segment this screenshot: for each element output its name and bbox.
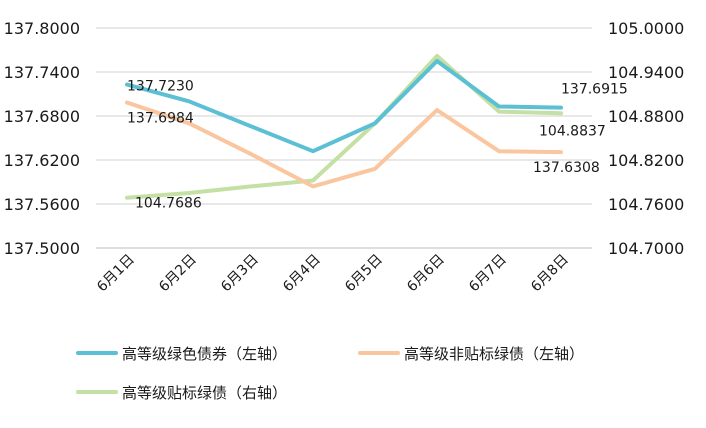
series-line — [125, 53, 563, 200]
x-tick-label: 6月4日 — [280, 252, 324, 296]
right-tick-label: 104.8200 — [608, 151, 684, 170]
left-y-axis: 137.8000 137.7400 137.6800 137.6200 137.5600… — [4, 19, 80, 258]
data-label: 137.6308 — [533, 160, 600, 176]
series-line — [125, 100, 563, 189]
x-tick-label: 6月6日 — [404, 252, 448, 296]
data-label: 137.6984 — [127, 111, 194, 127]
right-y-axis: 105.0000 104.9400 104.8800 104.8200 104.7600… — [608, 19, 684, 258]
x-tick-label: 6月7日 — [466, 252, 510, 296]
left-tick-label: 137.5000 — [4, 239, 80, 258]
left-tick-label: 137.6200 — [4, 151, 80, 170]
legend-entry-label: 高等级贴标绿债（右轴） — [122, 384, 287, 402]
left-tick-label: 137.8000 — [4, 19, 80, 38]
legend-entry-label: 高等级绿色债券（左轴） — [122, 345, 287, 363]
x-tick-label: 6月5日 — [342, 252, 386, 296]
x-tick-label: 6月1日 — [94, 252, 138, 296]
left-tick-label: 137.7400 — [4, 63, 80, 82]
x-tick-label: 6月8日 — [528, 252, 572, 296]
legend: 高等级绿色债券（左轴） 高等级非贴标绿债（左轴） 高等级贴标绿债（右轴） — [76, 345, 584, 402]
right-tick-label: 104.7600 — [608, 195, 684, 214]
data-label: 137.6915 — [561, 82, 628, 98]
series-line — [125, 59, 563, 154]
left-tick-label: 137.6800 — [4, 107, 80, 126]
series-lines — [125, 53, 563, 200]
x-tick-label: 6月2日 — [156, 252, 200, 296]
x-axis: 6月1日 6月2日 6月3日 6月4日 6月5日 6月6日 6月7日 6月8日 — [94, 247, 592, 296]
data-label: 104.8837 — [539, 123, 606, 139]
data-labels: 137.7230 137.6915 137.6984 137.6308 104.7686… — [127, 78, 628, 211]
right-tick-label: 104.9400 — [608, 63, 684, 82]
right-tick-label: 105.0000 — [608, 19, 684, 38]
right-tick-label: 104.7000 — [608, 239, 684, 258]
data-label: 104.7686 — [135, 196, 202, 212]
x-tick-label: 6月3日 — [218, 252, 262, 296]
right-tick-label: 104.8800 — [608, 107, 684, 126]
legend-entry-label: 高等级非贴标绿债（左轴） — [404, 345, 584, 363]
left-tick-label: 137.5600 — [4, 195, 80, 214]
data-label: 137.7230 — [127, 78, 194, 94]
